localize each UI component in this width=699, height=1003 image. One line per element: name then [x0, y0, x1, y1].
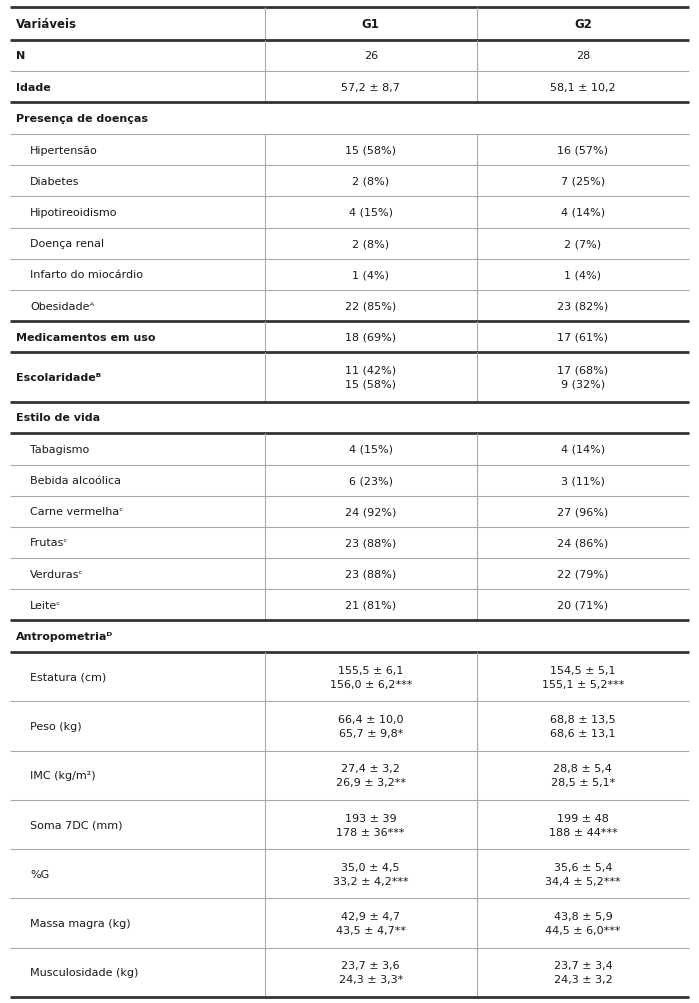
Text: Obesidadeᴬ: Obesidadeᴬ: [30, 301, 94, 311]
Text: 27,4 ± 3,2
26,9 ± 3,2**: 27,4 ± 3,2 26,9 ± 3,2**: [336, 763, 405, 787]
Text: 58,1 ± 10,2: 58,1 ± 10,2: [550, 82, 616, 92]
Text: Frutasᶜ: Frutasᶜ: [30, 538, 69, 548]
Text: Tabagismo: Tabagismo: [30, 444, 89, 454]
Text: 1 (4%): 1 (4%): [564, 270, 601, 280]
Text: Medicamentos em uso: Medicamentos em uso: [16, 332, 155, 342]
Text: Musculosidade (kg): Musculosidade (kg): [30, 968, 138, 977]
Text: 23 (88%): 23 (88%): [345, 538, 396, 548]
Text: 2 (8%): 2 (8%): [352, 239, 389, 249]
Text: 155,5 ± 6,1
156,0 ± 6,2***: 155,5 ± 6,1 156,0 ± 6,2***: [329, 665, 412, 689]
Text: N: N: [16, 51, 25, 61]
Text: 24 (86%): 24 (86%): [557, 538, 609, 548]
Text: 28,8 ± 5,4
28,5 ± 5,1*: 28,8 ± 5,4 28,5 ± 5,1*: [551, 763, 615, 787]
Text: 4 (14%): 4 (14%): [561, 208, 605, 218]
Text: 35,0 ± 4,5
33,2 ± 4,2***: 35,0 ± 4,5 33,2 ± 4,2***: [333, 862, 408, 886]
Text: 26: 26: [363, 51, 377, 61]
Text: 4 (15%): 4 (15%): [349, 444, 393, 454]
Text: Hipertensão: Hipertensão: [30, 145, 98, 155]
Text: 2 (7%): 2 (7%): [564, 239, 601, 249]
Text: Massa magra (kg): Massa magra (kg): [30, 918, 131, 928]
Text: 43,8 ± 5,9
44,5 ± 6,0***: 43,8 ± 5,9 44,5 ± 6,0***: [545, 911, 621, 935]
Text: 28: 28: [576, 51, 590, 61]
Text: Doença renal: Doença renal: [30, 239, 104, 249]
Text: 23,7 ± 3,6
24,3 ± 3,3*: 23,7 ± 3,6 24,3 ± 3,3*: [338, 961, 403, 984]
Text: Carne vermelhaᶜ: Carne vermelhaᶜ: [30, 507, 124, 517]
Text: 15 (58%): 15 (58%): [345, 145, 396, 155]
Text: 4 (15%): 4 (15%): [349, 208, 393, 218]
Text: Peso (kg): Peso (kg): [30, 721, 82, 731]
Text: Estatura (cm): Estatura (cm): [30, 672, 106, 682]
Text: Soma 7DC (mm): Soma 7DC (mm): [30, 819, 122, 829]
Text: IMC (kg/m²): IMC (kg/m²): [30, 770, 96, 780]
Text: Bebida alcoólica: Bebida alcoólica: [30, 475, 121, 485]
Text: G1: G1: [362, 18, 380, 31]
Text: Infarto do miocárdio: Infarto do miocárdio: [30, 270, 143, 280]
Text: 35,6 ± 5,4
34,4 ± 5,2***: 35,6 ± 5,4 34,4 ± 5,2***: [545, 862, 621, 886]
Text: Escolaridadeᴮ: Escolaridadeᴮ: [16, 372, 101, 382]
Text: Leiteᶜ: Leiteᶜ: [30, 600, 62, 610]
Text: Hipotireoidismo: Hipotireoidismo: [30, 208, 117, 218]
Text: 2 (8%): 2 (8%): [352, 177, 389, 187]
Text: 23 (88%): 23 (88%): [345, 569, 396, 579]
Text: Verdurasᶜ: Verdurasᶜ: [30, 569, 84, 579]
Text: 42,9 ± 4,7
43,5 ± 4,7**: 42,9 ± 4,7 43,5 ± 4,7**: [336, 911, 405, 935]
Text: 11 (42%)
15 (58%): 11 (42%) 15 (58%): [345, 365, 396, 389]
Text: Presença de doenças: Presença de doenças: [16, 114, 148, 124]
Text: 23 (82%): 23 (82%): [557, 301, 609, 311]
Text: 4 (14%): 4 (14%): [561, 444, 605, 454]
Text: 18 (69%): 18 (69%): [345, 332, 396, 342]
Text: 6 (23%): 6 (23%): [349, 475, 393, 485]
Text: 21 (81%): 21 (81%): [345, 600, 396, 610]
Text: 66,4 ± 10,0
65,7 ± 9,8*: 66,4 ± 10,0 65,7 ± 9,8*: [338, 714, 403, 738]
Text: Diabetes: Diabetes: [30, 177, 80, 187]
Text: 1 (4%): 1 (4%): [352, 270, 389, 280]
Text: Idade: Idade: [16, 82, 51, 92]
Text: 193 ± 39
178 ± 36***: 193 ± 39 178 ± 36***: [336, 812, 405, 837]
Text: 17 (61%): 17 (61%): [557, 332, 608, 342]
Text: 57,2 ± 8,7: 57,2 ± 8,7: [341, 82, 400, 92]
Text: 20 (71%): 20 (71%): [557, 600, 608, 610]
Text: 23,7 ± 3,4
24,3 ± 3,2: 23,7 ± 3,4 24,3 ± 3,2: [554, 961, 612, 984]
Text: 7 (25%): 7 (25%): [561, 177, 605, 187]
Text: 16 (57%): 16 (57%): [557, 145, 608, 155]
Text: 199 ± 48
188 ± 44***: 199 ± 48 188 ± 44***: [549, 812, 617, 837]
Text: Estilo de vida: Estilo de vida: [16, 413, 100, 423]
Text: 27 (96%): 27 (96%): [557, 507, 609, 517]
Text: G2: G2: [574, 18, 592, 31]
Text: 3 (11%): 3 (11%): [561, 475, 605, 485]
Text: 17 (68%)
9 (32%): 17 (68%) 9 (32%): [557, 365, 608, 389]
Text: Variáveis: Variáveis: [16, 18, 77, 31]
Text: 68,8 ± 13,5
68,6 ± 13,1: 68,8 ± 13,5 68,6 ± 13,1: [550, 714, 616, 738]
Text: Antropometriaᴰ: Antropometriaᴰ: [16, 632, 113, 642]
Text: 24 (92%): 24 (92%): [345, 507, 396, 517]
Text: %G: %G: [30, 869, 49, 879]
Text: 154,5 ± 5,1
155,1 ± 5,2***: 154,5 ± 5,1 155,1 ± 5,2***: [542, 665, 624, 689]
Text: 22 (79%): 22 (79%): [557, 569, 609, 579]
Text: 22 (85%): 22 (85%): [345, 301, 396, 311]
